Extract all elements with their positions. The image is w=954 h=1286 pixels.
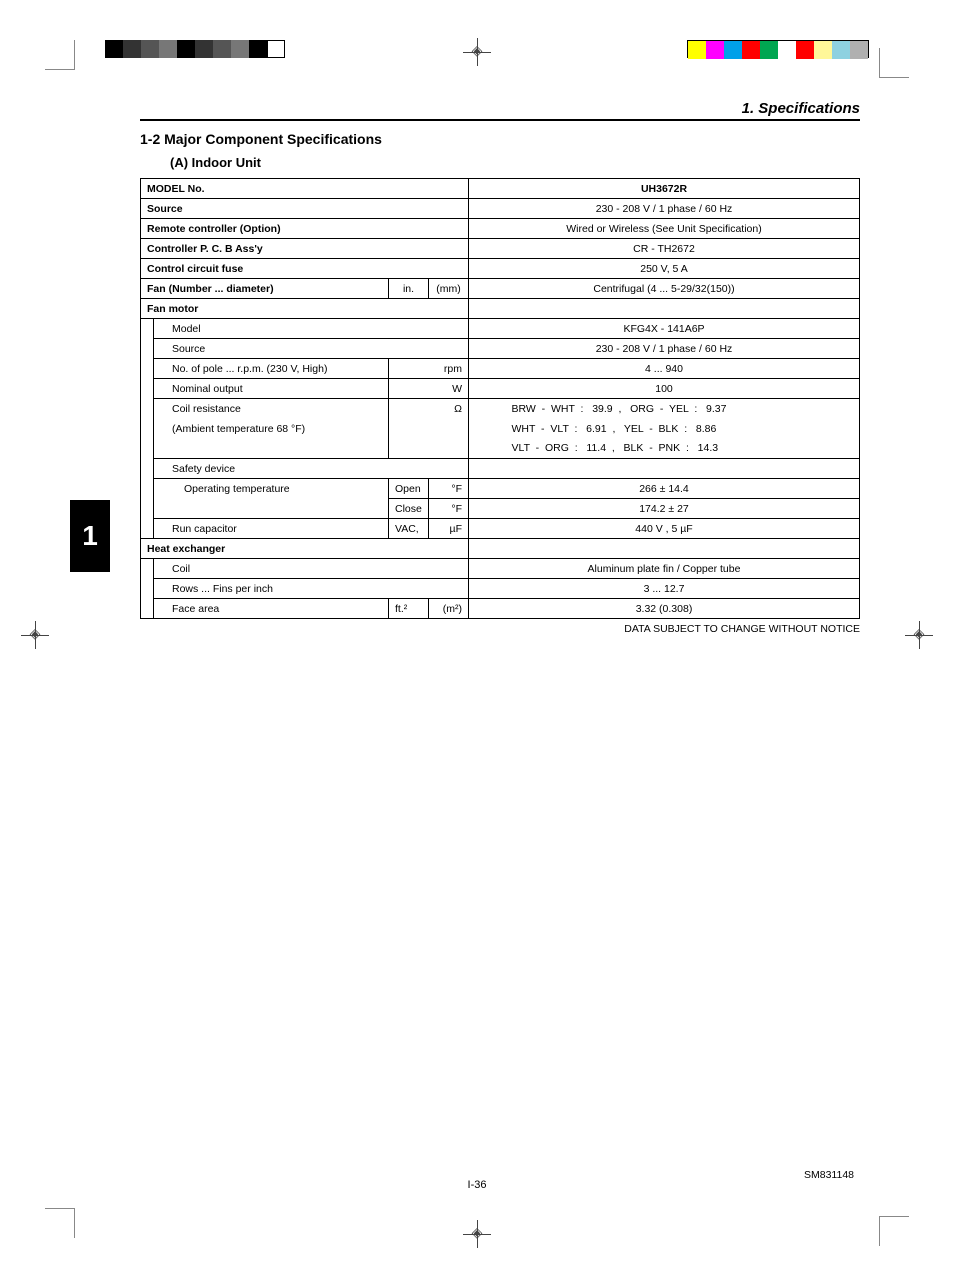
section-header: 1. Specifications — [140, 100, 860, 121]
unit-vac: VAC, — [389, 519, 429, 539]
row-label: Control circuit fuse — [141, 259, 469, 279]
row-label: Source — [141, 199, 469, 219]
row-label: Remote controller (Option) — [141, 219, 469, 239]
color-bar-right — [687, 40, 869, 58]
fm-nom-l: Nominal output — [154, 379, 389, 399]
coil-l: Coil — [154, 559, 469, 579]
document-number: SM831148 — [804, 1169, 854, 1181]
unit-mm: (mm) — [429, 279, 469, 299]
crop-mark-bl — [45, 1208, 75, 1238]
fan-value: Centrifugal (4 ... 5-29/32(150)) — [469, 279, 860, 299]
fm-coil-l: Coil resistance — [154, 399, 389, 419]
unit-ft2: ft.² — [389, 599, 429, 619]
change-notice: DATA SUBJECT TO CHANGE WITHOUT NOTICE — [140, 623, 860, 635]
crop-mark-tr — [879, 48, 909, 78]
fm-model-l: Model — [154, 319, 469, 339]
safety-l: Safety device — [154, 459, 469, 479]
empty-cell — [469, 299, 860, 319]
fm-amb-l: (Ambient temperature 68 °F) — [154, 419, 389, 439]
face-l: Face area — [154, 599, 389, 619]
model-value: UH3672R — [469, 179, 860, 199]
registration-mark-left — [25, 625, 45, 645]
part-title: (A) Indoor Unit — [170, 155, 860, 170]
resist-r1: BRW - WHT : 39.9 , ORG - YEL : 9.37 — [469, 399, 860, 419]
fm-source-v: 230 - 208 V / 1 phase / 60 Hz — [469, 339, 860, 359]
registration-mark-bottom — [467, 1224, 487, 1244]
crop-mark-tl — [45, 40, 75, 70]
crop-mark-br — [879, 1216, 909, 1246]
fm-model-v: KFG4X - 141A6P — [469, 319, 860, 339]
row-value: 230 - 208 V / 1 phase / 60 Hz — [469, 199, 860, 219]
op-open: Open — [389, 479, 429, 499]
unit-in: in. — [389, 279, 429, 299]
unit-f: °F — [429, 499, 469, 519]
coil-v: Aluminum plate fin / Copper tube — [469, 559, 860, 579]
face-v: 3.32 (0.308) — [469, 599, 860, 619]
spec-table: MODEL No. UH3672R Source230 - 208 V / 1 … — [140, 178, 860, 619]
he-l: Heat exchanger — [141, 539, 469, 559]
fm-nom-v: 100 — [469, 379, 860, 399]
chapter-tab: 1 — [70, 500, 110, 572]
op-close: Close — [389, 499, 429, 519]
registration-mark-right — [909, 625, 929, 645]
unit-rpm: rpm — [389, 359, 469, 379]
page-number: I-36 — [468, 1179, 487, 1191]
fanmotor-label: Fan motor — [141, 299, 469, 319]
row-value: 250 V, 5 A — [469, 259, 860, 279]
page-content: 1. Specifications 1-2 Major Component Sp… — [140, 100, 860, 635]
op-open-v: 266 ± 14.4 — [469, 479, 860, 499]
resist-r3: VLT - ORG : 11.4 , BLK - PNK : 14.3 — [469, 439, 860, 459]
fm-pole-v: 4 ... 940 — [469, 359, 860, 379]
unit-w: W — [389, 379, 469, 399]
unit-m2: (m²) — [429, 599, 469, 619]
model-label: MODEL No. — [141, 179, 469, 199]
unit-uf: µF — [429, 519, 469, 539]
row-value: CR - TH2672 — [469, 239, 860, 259]
fm-source-l: Source — [154, 339, 469, 359]
registration-mark-top — [467, 42, 487, 62]
unit-ohm: Ω — [389, 399, 469, 419]
fm-pole-l: No. of pole ... r.p.m. (230 V, High) — [154, 359, 389, 379]
op-close-v: 174.2 ± 27 — [469, 499, 860, 519]
color-bar-left — [105, 40, 285, 58]
op-l: Operating temperature — [154, 479, 389, 499]
rows-v: 3 ... 12.7 — [469, 579, 860, 599]
row-label: Controller P. C. B Ass'y — [141, 239, 469, 259]
unit-f: °F — [429, 479, 469, 499]
run-v: 440 V , 5 µF — [469, 519, 860, 539]
fan-label: Fan (Number ... diameter) — [141, 279, 389, 299]
rows-l: Rows ... Fins per inch — [154, 579, 469, 599]
subsection-title: 1-2 Major Component Specifications — [140, 131, 860, 147]
run-l: Run capacitor — [154, 519, 389, 539]
row-value: Wired or Wireless (See Unit Specificatio… — [469, 219, 860, 239]
resist-r2: WHT - VLT : 6.91 , YEL - BLK : 8.86 — [469, 419, 860, 439]
